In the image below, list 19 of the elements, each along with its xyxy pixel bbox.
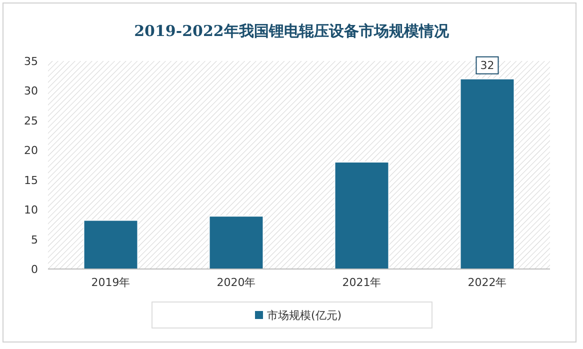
y-tick-label: 30 [24,84,38,98]
y-tick-label: 25 [24,114,38,128]
y-tick-label: 0 [31,263,38,276]
y-tick-label: 35 [24,55,38,68]
data-label: 32 [480,58,494,72]
x-tick-label: 2021年 [342,276,382,289]
y-tick-label: 10 [24,204,38,217]
chart-title: 2019-2022年我国锂电辊压设备市场规模情况 [134,22,450,40]
y-tick-label: 5 [31,233,38,246]
x-tick-label: 2019年 [91,276,130,289]
bar [334,162,390,270]
y-tick-label: 15 [24,174,38,187]
x-tick-label: 2020年 [216,276,256,289]
legend-label: 市场规模(亿元) [267,309,342,322]
y-tick-label: 20 [24,144,38,158]
bar [83,220,138,270]
x-tick-label: 2022年 [468,276,507,289]
bar [208,216,264,270]
bar [460,78,515,270]
